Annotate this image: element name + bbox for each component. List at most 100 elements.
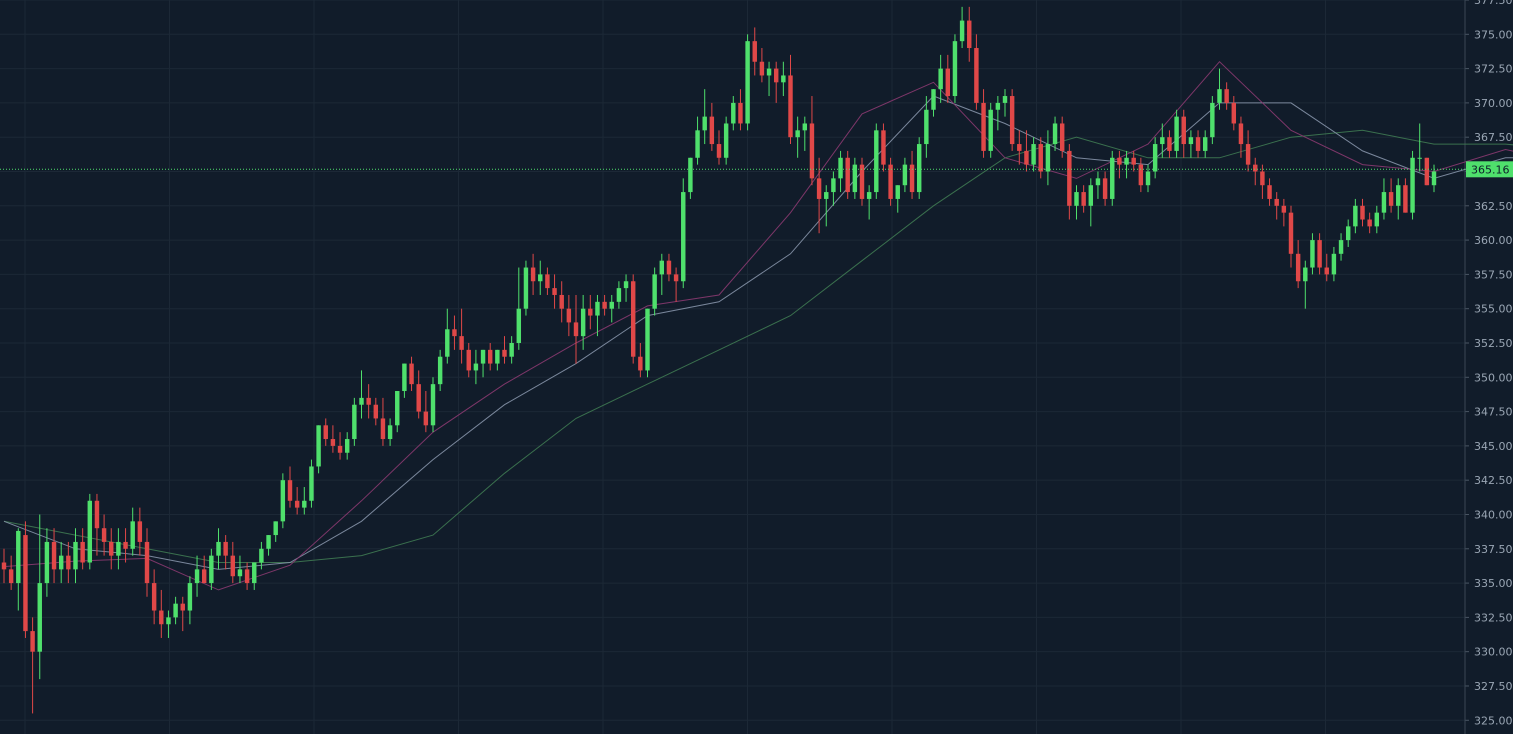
candle-body[interactable] xyxy=(909,164,915,193)
candle-body[interactable] xyxy=(1396,185,1401,206)
candle-body[interactable] xyxy=(1088,185,1094,206)
candle-body[interactable] xyxy=(852,164,858,193)
candle-body[interactable] xyxy=(44,541,50,584)
candle-body[interactable] xyxy=(938,68,943,90)
candle-body[interactable] xyxy=(1274,198,1279,206)
candle-body[interactable] xyxy=(1017,144,1022,151)
candle-body[interactable] xyxy=(931,89,936,110)
candle-body[interactable] xyxy=(1260,171,1265,186)
candle-body[interactable] xyxy=(595,301,600,316)
candle-body[interactable] xyxy=(545,274,550,289)
candle-body[interactable] xyxy=(437,356,443,385)
candle-body[interactable] xyxy=(552,288,557,295)
candle-body[interactable] xyxy=(30,631,35,652)
candle-body[interactable] xyxy=(523,267,529,309)
candle-body[interactable] xyxy=(666,260,672,275)
candle-body[interactable] xyxy=(1202,137,1208,151)
candle-body[interactable] xyxy=(151,583,157,611)
candle-body[interactable] xyxy=(638,356,643,371)
candle-body[interactable] xyxy=(1374,212,1380,227)
candle-body[interactable] xyxy=(1181,116,1186,145)
candle-body[interactable] xyxy=(1410,157,1415,213)
candle-body[interactable] xyxy=(137,521,143,542)
candle-body[interactable] xyxy=(916,144,922,193)
candle-body[interactable] xyxy=(988,109,993,151)
candle-body[interactable] xyxy=(695,130,700,158)
candle-body[interactable] xyxy=(1145,171,1151,186)
candle-body[interactable] xyxy=(745,41,750,124)
candle-body[interactable] xyxy=(1188,137,1194,145)
candle-body[interactable] xyxy=(773,68,779,83)
candle-body[interactable] xyxy=(588,308,593,316)
candle-body[interactable] xyxy=(902,164,908,186)
candle-body[interactable] xyxy=(652,274,657,309)
candle-body[interactable] xyxy=(366,397,371,405)
candle-body[interactable] xyxy=(1231,102,1237,124)
candle-body[interactable] xyxy=(1045,144,1051,172)
candle-body[interactable] xyxy=(809,123,815,179)
candle-body[interactable] xyxy=(831,178,836,193)
candle-body[interactable] xyxy=(1059,123,1065,151)
candle-body[interactable] xyxy=(952,41,958,97)
candle-body[interactable] xyxy=(16,530,21,584)
candle-body[interactable] xyxy=(802,123,808,131)
candle-body[interactable] xyxy=(237,569,243,577)
candle-body[interactable] xyxy=(287,480,293,501)
candle-body[interactable] xyxy=(1317,240,1322,268)
candle-body[interactable] xyxy=(1024,150,1029,165)
candle-body[interactable] xyxy=(1195,137,1201,151)
candle-body[interactable] xyxy=(373,404,379,419)
candle-body[interactable] xyxy=(1124,157,1129,165)
candle-body[interactable] xyxy=(566,308,572,323)
candle-body[interactable] xyxy=(230,555,236,577)
candle-body[interactable] xyxy=(630,281,636,357)
candle-body[interactable] xyxy=(1009,96,1015,145)
candle-body[interactable] xyxy=(344,439,350,453)
candle-body[interactable] xyxy=(688,157,693,193)
candle-body[interactable] xyxy=(645,308,650,371)
candle-body[interactable] xyxy=(530,267,536,282)
candle-body[interactable] xyxy=(859,164,865,199)
candle-body[interactable] xyxy=(94,500,100,529)
candle-body[interactable] xyxy=(881,130,886,165)
candle-body[interactable] xyxy=(866,192,872,199)
candle-body[interactable] xyxy=(1331,253,1337,275)
candle-body[interactable] xyxy=(723,123,729,158)
candle-body[interactable] xyxy=(495,349,500,364)
candle-body[interactable] xyxy=(1253,164,1258,172)
candle-body[interactable] xyxy=(201,569,207,584)
candle-body[interactable] xyxy=(1095,178,1101,186)
candle-body[interactable] xyxy=(1210,102,1215,138)
candle-body[interactable] xyxy=(294,500,300,508)
candle-body[interactable] xyxy=(752,41,757,62)
candle-body[interactable] xyxy=(159,610,164,625)
candle-body[interactable] xyxy=(1052,123,1058,145)
candle-body[interactable] xyxy=(1388,192,1394,206)
candle-body[interactable] xyxy=(323,425,328,440)
candle-body[interactable] xyxy=(409,363,414,385)
candle-body[interactable] xyxy=(101,528,107,542)
candle-body[interactable] xyxy=(445,329,450,357)
candle-body[interactable] xyxy=(1360,205,1365,220)
candle-body[interactable] xyxy=(473,363,479,371)
candle-body[interactable] xyxy=(502,349,507,357)
candle-body[interactable] xyxy=(116,541,121,556)
candle-body[interactable] xyxy=(1117,157,1122,165)
candle-body[interactable] xyxy=(559,294,564,309)
candle-body[interactable] xyxy=(1038,144,1043,172)
candle-body[interactable] xyxy=(395,391,400,426)
candle-body[interactable] xyxy=(187,583,193,611)
candle-body[interactable] xyxy=(244,569,250,584)
candle-body[interactable] xyxy=(173,603,178,618)
candle-body[interactable] xyxy=(959,20,965,42)
candle-body[interactable] xyxy=(995,102,1001,110)
candle-body[interactable] xyxy=(731,102,736,124)
candle-body[interactable] xyxy=(273,521,278,536)
candle-body[interactable] xyxy=(1031,144,1036,165)
candle-body[interactable] xyxy=(616,288,622,302)
candle-body[interactable] xyxy=(430,384,436,426)
candle-body[interactable] xyxy=(330,439,336,446)
candle-body[interactable] xyxy=(967,20,972,49)
